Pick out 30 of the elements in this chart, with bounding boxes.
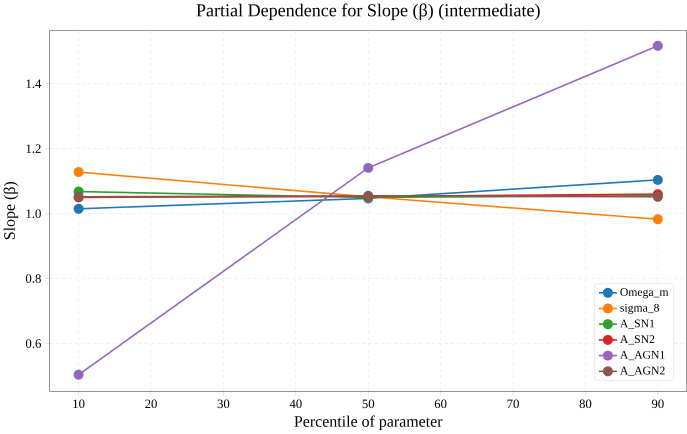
x-axis-title: Percentile of parameter (294, 416, 442, 430)
point (363, 163, 374, 174)
point (74, 370, 84, 380)
x-tick-label: 80 (580, 400, 592, 408)
point (652, 40, 663, 52)
point (74, 167, 84, 178)
x-tick-label: 90 (652, 400, 664, 408)
x-tick-label: 40 (290, 400, 302, 408)
y-tick-label: 0.6 (26, 339, 41, 348)
legend-label: A_AGN1 (620, 351, 665, 360)
x-tick-label: 50 (362, 400, 374, 408)
y-axis-title: Slope (β) (4, 182, 18, 240)
y-tick-label: 1.2 (26, 144, 41, 154)
legend-label: A_AGN2 (620, 366, 665, 376)
legend-label: Omega_m (620, 288, 668, 299)
x-tick-label: 60 (434, 400, 446, 408)
chart-title: Partial Dependence for Slope (β) (intermediate) (196, 4, 540, 20)
point (652, 175, 663, 186)
x-tick-label: 10 (73, 400, 84, 408)
legend-label: A_SN2 (620, 335, 654, 345)
x-tick-label: 30 (218, 400, 230, 408)
y-tick-label: 1.0 (26, 210, 41, 218)
point (74, 204, 84, 214)
x-tick-label: 20 (145, 400, 157, 408)
y-tick-label: 0.8 (26, 274, 41, 284)
y-tick-label: 1.4 (26, 80, 42, 88)
x-tick-label: 70 (507, 400, 519, 408)
legend-label: A_SN1 (620, 320, 654, 329)
legend-label: sigma_8 (620, 304, 660, 314)
point (652, 214, 663, 224)
